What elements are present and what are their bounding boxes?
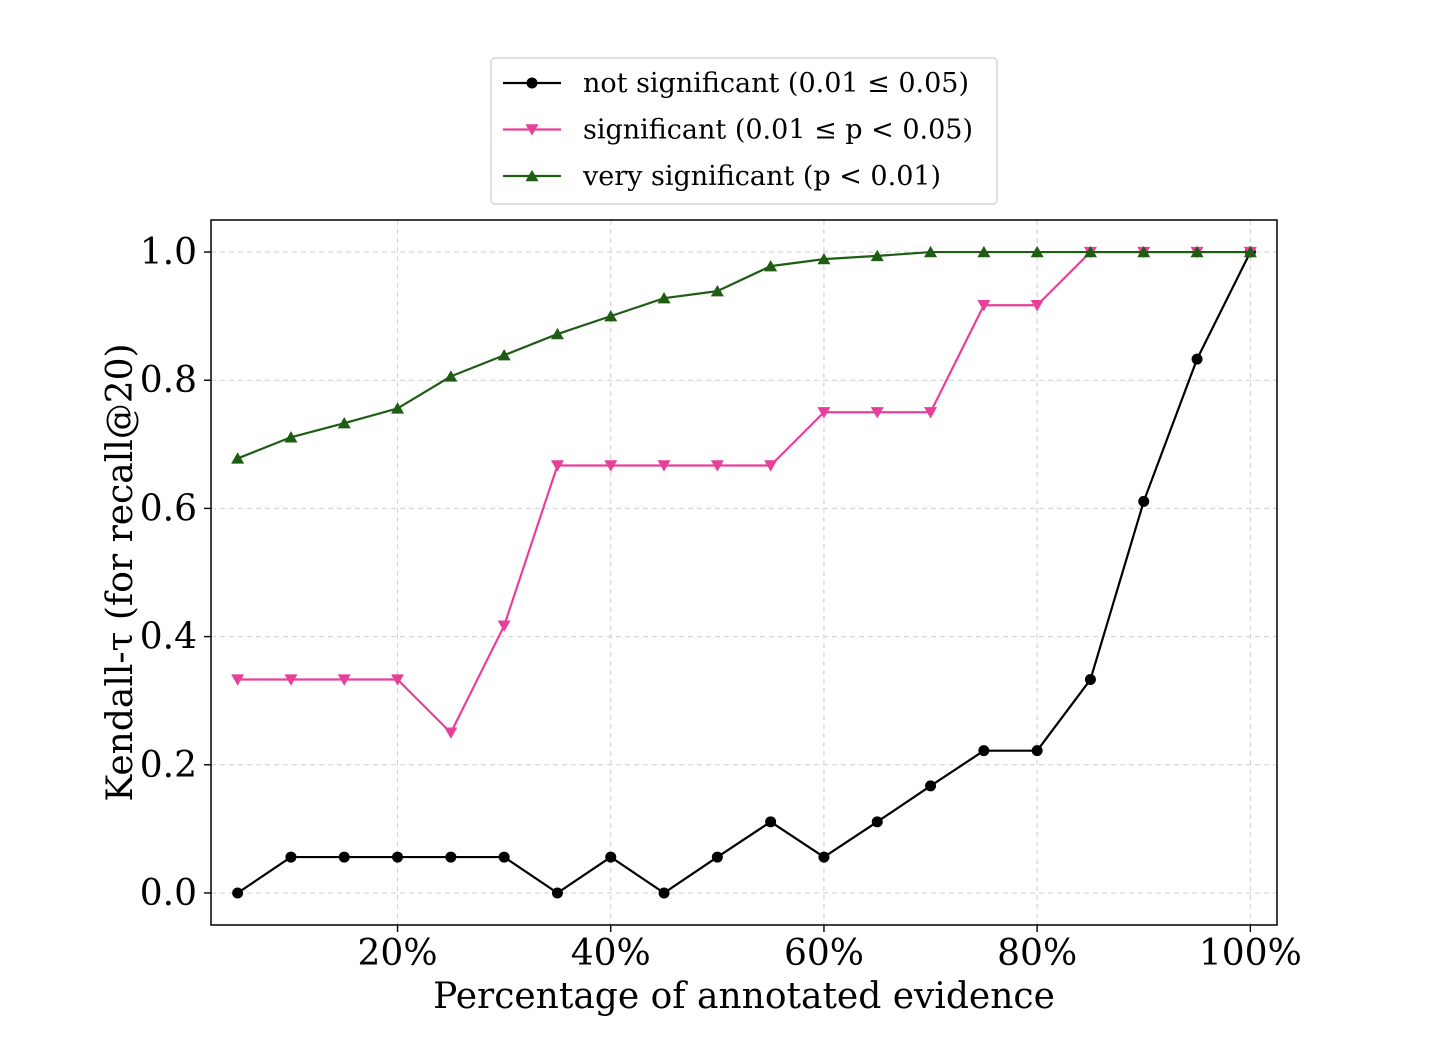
data-point [231, 674, 245, 686]
series-line [237, 250, 1251, 460]
data-point [1083, 245, 1097, 258]
data-point [817, 407, 831, 419]
data-point [338, 851, 350, 863]
legend-marker [525, 124, 539, 136]
legend-item: very significant (p < 0.01) [503, 161, 941, 192]
grid [211, 220, 1277, 925]
data-point [924, 407, 938, 419]
y-axis-title: Kendall-τ (for recall@20) [100, 343, 141, 801]
data-point [1243, 245, 1257, 258]
data-point [497, 349, 511, 361]
data-point [1084, 674, 1096, 686]
data-point [391, 674, 405, 686]
data-point [232, 887, 244, 899]
y-tick-label: 0.4 [140, 617, 197, 658]
data-point [710, 284, 724, 297]
data-point [337, 674, 351, 686]
data-point [498, 851, 510, 863]
data-point [871, 816, 883, 828]
data-point [925, 780, 937, 792]
legend-item: significant (0.01 ≤ p < 0.05) [503, 115, 973, 146]
data-point [658, 887, 670, 899]
data-point [870, 407, 884, 419]
legend-label: significant (0.01 ≤ p < 0.05) [583, 115, 973, 146]
y-tick-label: 0.2 [140, 745, 197, 786]
plot-frame [210, 219, 1278, 926]
data-point [657, 460, 671, 472]
data-point [285, 851, 297, 863]
legend: not significant (0.01 ≤ 0.05) significant… [490, 57, 998, 205]
y-tick-label: 0.6 [140, 488, 197, 529]
x-tick-label: 60% [784, 933, 864, 974]
series-2 [231, 245, 1257, 464]
data-point [551, 887, 563, 899]
series-line [237, 251, 1252, 895]
series-1 [231, 246, 1257, 739]
data-point [1138, 495, 1150, 507]
data-point [711, 851, 723, 863]
x-tick-label: 40% [571, 933, 651, 974]
data-point [444, 727, 458, 739]
data-point [337, 416, 351, 429]
data-point [284, 431, 298, 443]
legend-items: not significant (0.01 ≤ 0.05) significant… [503, 68, 973, 192]
data-point [765, 816, 777, 828]
data-point [924, 245, 938, 258]
data-point [1030, 300, 1044, 312]
x-tick-label: 80% [997, 933, 1077, 974]
data-point [1191, 353, 1203, 365]
data-point [497, 620, 511, 632]
x-axis-title: Percentage of annotated evidence [433, 976, 1055, 1017]
series-line [237, 250, 1251, 734]
data-point [444, 370, 458, 382]
data-point [1137, 245, 1151, 258]
plot-series [231, 245, 1257, 899]
legend-box [490, 57, 998, 205]
data-point [1030, 245, 1044, 258]
y-tick-label: 1.0 [140, 232, 197, 273]
data-point [445, 851, 457, 863]
data-point [604, 309, 618, 322]
data-point [1190, 245, 1204, 258]
data-point [391, 402, 405, 414]
x-tick-label: 20% [358, 933, 438, 974]
data-point [818, 851, 830, 863]
legend-label: not significant (0.01 ≤ 0.05) [583, 68, 969, 99]
series-0 [232, 246, 1256, 899]
data-point [977, 300, 991, 312]
data-point [604, 460, 618, 472]
data-point [978, 745, 990, 757]
data-point [392, 851, 404, 863]
data-point [710, 460, 724, 472]
data-point [764, 460, 778, 472]
data-point [550, 460, 564, 472]
legend-marker [525, 169, 539, 182]
data-point [764, 259, 778, 272]
legend-marker [526, 77, 538, 89]
x-tick-label: 100% [1199, 933, 1302, 974]
data-point [1031, 745, 1043, 757]
data-point [550, 327, 564, 340]
data-point [605, 851, 617, 863]
y-tick-label: 0.0 [140, 873, 197, 914]
legend-label: very significant (p < 0.01) [582, 161, 941, 192]
data-point [817, 252, 831, 265]
axis-ticks: 20% 40% 60% 80% 100% 0.0 0.2 0.4 0.6 0.8 1.0 [140, 232, 1302, 974]
legend-item: not significant (0.01 ≤ 0.05) [503, 68, 969, 99]
data-point [657, 292, 671, 304]
data-point [977, 245, 991, 258]
data-point [231, 452, 245, 464]
data-point [870, 249, 884, 262]
y-tick-label: 0.8 [140, 360, 197, 401]
data-point [284, 674, 298, 686]
